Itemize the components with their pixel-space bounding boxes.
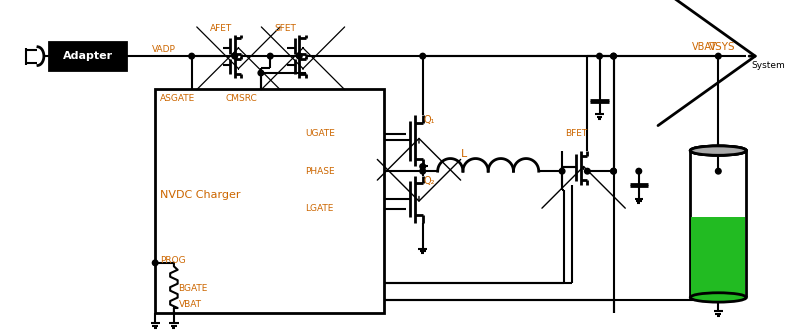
Circle shape [636,168,642,174]
Bar [155,89,384,313]
Bar [691,217,745,297]
Circle shape [611,53,616,59]
Ellipse shape [690,146,747,155]
Ellipse shape [690,293,747,302]
Circle shape [188,53,194,59]
Text: AFET: AFET [210,25,232,34]
Circle shape [559,168,565,174]
Text: VADP: VADP [152,45,176,54]
Text: VBAT: VBAT [179,300,201,309]
Text: L: L [461,149,468,159]
Text: VSYS: VSYS [709,42,735,52]
Text: PROG: PROG [160,255,185,264]
Circle shape [232,53,238,59]
Circle shape [597,53,603,59]
Ellipse shape [690,146,747,155]
Circle shape [420,168,426,174]
Ellipse shape [690,146,747,155]
Circle shape [611,168,616,174]
Circle shape [420,53,426,59]
Circle shape [420,164,426,169]
Text: VBAT: VBAT [692,42,717,52]
Text: LGATE: LGATE [305,204,333,213]
Circle shape [296,53,302,59]
Circle shape [715,53,721,59]
Bar [49,42,126,70]
Text: ASGATE: ASGATE [160,94,195,103]
Circle shape [611,53,616,59]
Circle shape [258,70,264,76]
Circle shape [585,168,590,174]
Circle shape [268,53,273,59]
Text: Q₂: Q₂ [424,175,435,185]
Text: NVDC Charger: NVDC Charger [160,189,240,199]
Text: BGATE: BGATE [179,284,208,293]
Text: CMSRC: CMSRC [226,94,257,103]
Text: SFET: SFET [274,25,296,34]
Text: System: System [751,61,785,70]
Circle shape [715,168,721,174]
Text: UGATE: UGATE [305,129,335,138]
Text: BFET: BFET [565,129,587,138]
Text: Adapter: Adapter [63,51,113,61]
Text: PHASE: PHASE [305,167,334,176]
Text: Q₁: Q₁ [424,115,435,125]
Circle shape [152,260,158,266]
Circle shape [611,168,616,174]
